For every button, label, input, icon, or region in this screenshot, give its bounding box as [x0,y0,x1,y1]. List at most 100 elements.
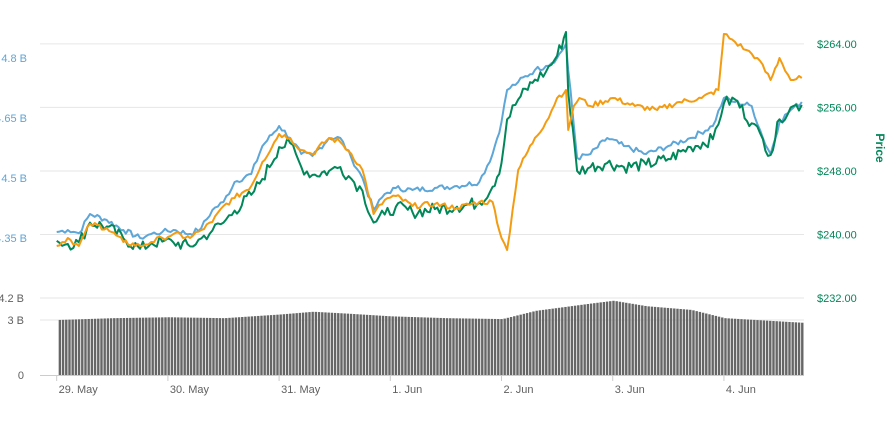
volume-bar [71,319,74,375]
series-line-market-cap [56,43,803,240]
volume-bar [727,318,730,375]
volume-bar [631,303,634,375]
volume-bar [97,318,100,375]
volume-bar [749,319,753,375]
volume-bar [225,318,228,375]
volume-bar [381,315,385,375]
volume-bar [538,310,542,375]
volume-bar [769,320,772,375]
volume-bar [279,314,282,375]
volume-bar [442,318,446,375]
volume-bar [740,319,743,375]
volume-bar [513,316,516,375]
volume-bar [717,316,721,375]
volume-bar [445,318,449,375]
volume-bar [212,317,215,375]
x-axis-tick-label: 30. May [170,384,210,396]
volume-bar [228,317,231,375]
volume-bar [340,313,343,375]
volume-bar [487,318,490,375]
volume-bar [567,306,570,375]
volume-bar [93,318,97,375]
volume-bar [775,321,778,375]
volume-bar [791,322,794,375]
volume-bar [253,316,257,375]
volume-bar [397,316,401,375]
volume-bar [353,314,356,375]
series-line-price-btc [56,33,803,251]
volume-bar [484,318,487,375]
volume-bar [276,314,279,375]
x-axis-tick-label: 31. May [281,384,321,396]
right-axis-tick-label: $248.00 [817,166,857,178]
volume-bar [148,317,151,375]
volume-bar [269,315,273,375]
volume-bar [205,317,209,375]
volume-bar [84,319,87,375]
volume-bar [746,319,750,375]
volume-bar [676,308,679,375]
volume-bar [698,311,702,375]
volume-bar [321,312,324,375]
volume-bar [372,315,375,375]
x-axis-tick-label: 29. May [59,384,99,396]
axis-layer: 4.35 B 4.5 B 4.65 B 4.8 B $232.00 $240.00 $248… [0,39,887,396]
volume-bar [797,322,801,375]
volume-bar [737,318,740,375]
volume-bar [116,318,119,375]
volume-bar [337,313,340,375]
volume-bar [391,316,394,375]
volume-bar [580,304,583,375]
volume-bar [612,300,615,375]
volume-bar [317,312,321,375]
volume-bar [295,313,298,375]
volume-bar [724,318,727,375]
volume-bar [455,318,458,375]
volume-bar [596,302,599,375]
volume-bar [125,317,129,375]
volume-bar [772,321,775,375]
volume-bar [801,322,804,375]
volume-bar [369,315,372,375]
volume-bar [634,304,638,375]
volume-bar [759,320,762,375]
volume-bar [522,313,526,375]
volume-bar [410,317,414,375]
volume-bar [417,317,420,375]
volume-bar [762,320,766,375]
volume-bar [449,318,452,375]
volume-bar [497,319,500,375]
volume-bar [234,317,238,375]
volume-bar [730,318,734,375]
volume-bar [100,318,103,375]
volume-bar [311,311,314,375]
volume-bar [500,319,503,375]
volume-bar [545,309,548,375]
volume-bar [602,301,606,375]
volume-bar [641,305,644,375]
volume-bar [375,315,378,375]
volume-bar [215,318,218,375]
volume-bar [625,302,628,375]
volume-bar [481,318,484,375]
volume-bar [177,317,180,375]
volume-bar [327,312,330,375]
volume-bar [122,317,126,375]
volume-bar [583,304,586,375]
volume-bar [493,318,497,375]
volume-bar [621,302,625,375]
volume-bar [356,314,359,375]
volume-bar [660,307,663,375]
volume-bar [237,317,241,375]
volume-bar [65,319,68,375]
volume-bar [250,316,254,375]
volume-bar [113,318,116,375]
volume-bar [420,317,423,375]
volume-bar [509,317,513,375]
volume-bar [650,306,654,375]
volume-bar [401,316,404,375]
volume-bar [551,308,554,375]
volume-bar [154,317,158,375]
volume-bar [106,318,110,375]
volume-bar [333,312,337,375]
